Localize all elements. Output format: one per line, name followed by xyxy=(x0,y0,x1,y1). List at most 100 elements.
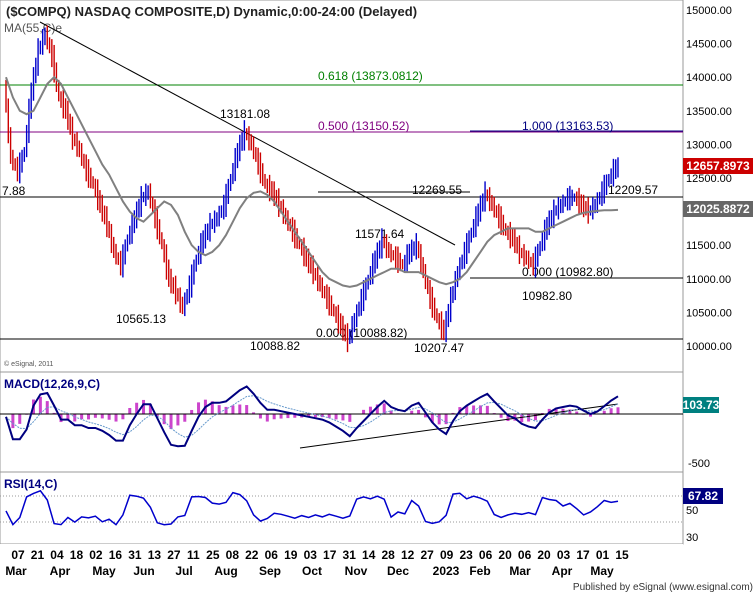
price-y-axis: 15000.00 14500.00 14000.00 13500.00 13000.00… xyxy=(686,5,732,353)
macd-hist-bar xyxy=(472,405,476,414)
x-month-label: Feb xyxy=(469,564,490,578)
annotation-12269: 12269.55 xyxy=(412,183,462,197)
macd-hist-bar xyxy=(258,414,262,419)
x-day-label: 01 xyxy=(596,548,610,562)
macd-hist-bar xyxy=(375,404,379,414)
x-day-label: 09 xyxy=(440,548,454,562)
x-axis-days: 07 21 04 18 02 16 31 13 27 11 25 08 22 06 19 03 17 31 14 28… xyxy=(11,548,629,562)
x-month-label: 2023 xyxy=(433,564,460,578)
x-day-label: 08 xyxy=(226,548,240,562)
macd-hist-bar xyxy=(341,414,345,421)
macd-hist-bar xyxy=(286,414,290,419)
macd-hist-bar xyxy=(176,414,180,426)
macd-hist-bar xyxy=(52,412,56,414)
x-month-label: Oct xyxy=(302,564,322,578)
macd-hist-bar xyxy=(485,405,489,414)
macd-hist-bar xyxy=(451,412,455,414)
x-day-label: 14 xyxy=(362,548,376,562)
downtrend-line xyxy=(39,21,456,246)
macd-hist-bar xyxy=(533,414,537,421)
macd-hist-bar xyxy=(252,412,256,414)
ma-label: MA(55,C)e xyxy=(4,21,62,35)
macd-label: MACD(12,26,9,C) xyxy=(4,377,100,391)
x-day-label: 20 xyxy=(537,548,551,562)
rsi-value: 67.82 xyxy=(688,489,718,503)
macd-hist-bar xyxy=(38,396,42,414)
price-y-tick: 10500.00 xyxy=(686,307,732,319)
fib-label-0500: 0.500 (13150.52) xyxy=(318,119,409,133)
macd-hist-bar xyxy=(478,405,482,414)
annotation-13181: 13181.08 xyxy=(220,107,270,121)
macd-hist-bar xyxy=(107,414,111,420)
x-axis-months: Mar Apr May Jun Jul Aug Sep Oct Nov Dec 2023 Feb Mar… xyxy=(5,564,614,578)
x-day-label: 11 xyxy=(187,548,200,562)
macd-hist-bar xyxy=(437,414,441,425)
x-day-label: 04 xyxy=(50,548,64,562)
macd-y-tick: -500 xyxy=(688,458,710,470)
x-day-label: 27 xyxy=(420,548,434,562)
x-month-label: Mar xyxy=(509,564,531,578)
ma-line xyxy=(5,75,619,288)
price-y-tick: 15000.00 xyxy=(686,5,732,17)
x-month-label: May xyxy=(590,564,614,578)
macd-hist-bar xyxy=(66,414,70,420)
x-month-label: Apr xyxy=(552,564,573,578)
x-day-label: 22 xyxy=(245,548,259,562)
annotation-10207: 10207.47 xyxy=(414,341,464,355)
macd-hist-bar xyxy=(224,406,228,414)
macd-panel[interactable] xyxy=(0,371,684,473)
x-day-label: 06 xyxy=(518,548,532,562)
macd-hist-bar xyxy=(423,414,427,418)
x-day-label: 31 xyxy=(343,548,357,562)
macd-hist-bar xyxy=(162,414,166,425)
macd-hist-bar xyxy=(616,407,620,414)
rsi-y-tick-50: 50 xyxy=(686,505,698,517)
macd-hist-bar xyxy=(114,414,118,422)
x-month-label: Mar xyxy=(5,564,27,578)
macd-hist-bar xyxy=(554,407,558,414)
macd-hist-bar xyxy=(148,404,152,414)
price-y-tick: 11500.00 xyxy=(686,240,731,252)
annotation-12209: 12209.57 xyxy=(608,183,658,197)
x-day-label: 13 xyxy=(148,548,162,562)
annotation-11571: 11571.64 xyxy=(355,227,404,241)
macd-hist-bar xyxy=(238,404,242,414)
price-y-tick: 13000.00 xyxy=(686,139,732,151)
macd-hist-bar xyxy=(80,414,84,420)
x-day-label: 31 xyxy=(128,548,142,562)
rsi-panel[interactable] xyxy=(0,471,684,545)
last-price-badge: 12657.8973 xyxy=(683,158,753,174)
macd-hist-bar xyxy=(348,414,352,422)
macd-signal-line xyxy=(5,395,619,438)
macd-hist-bar xyxy=(210,401,214,414)
chart-title: ($COMPQ) NASDAQ COMPOSITE,D) Dynamic,0:0… xyxy=(6,4,417,19)
macd-hist-bar xyxy=(327,414,331,418)
macd-value: 103.73 xyxy=(683,398,720,412)
fib-label-0000-a: 0.000 (10088.82) xyxy=(316,326,407,340)
price-bars xyxy=(5,25,619,353)
copyright-label: © eSignal, 2011 xyxy=(4,360,54,368)
macd-hist-bar xyxy=(499,414,503,418)
macd-hist-bar xyxy=(362,409,366,414)
price-y-tick: 10000.00 xyxy=(686,341,732,353)
fib-label-1000: 1.000 (13163.53) xyxy=(522,119,613,133)
macd-hist-bar xyxy=(183,414,187,422)
price-y-tick: 12500.00 xyxy=(686,173,732,185)
macd-hist-bar xyxy=(279,414,283,419)
x-month-label: Jul xyxy=(175,564,192,578)
rsi-y-tick-30: 30 xyxy=(686,532,698,544)
macd-hist-bar xyxy=(430,414,434,423)
x-day-label: 06 xyxy=(479,548,493,562)
macd-hist-bar xyxy=(217,405,221,414)
macd-hist-bar xyxy=(265,414,269,422)
x-day-label: 23 xyxy=(459,548,473,562)
fib-label-0618: 0.618 (13873.0812) xyxy=(318,69,423,83)
x-day-label: 17 xyxy=(576,548,590,562)
last-price-value: 12657.8973 xyxy=(686,159,750,173)
x-month-label: Aug xyxy=(214,564,237,578)
annotation-10565: 10565.13 xyxy=(116,312,166,326)
x-day-label: 03 xyxy=(557,548,571,562)
price-y-tick: 13500.00 xyxy=(686,106,732,118)
macd-hist-bar xyxy=(382,403,386,414)
x-day-label: 25 xyxy=(206,548,220,562)
